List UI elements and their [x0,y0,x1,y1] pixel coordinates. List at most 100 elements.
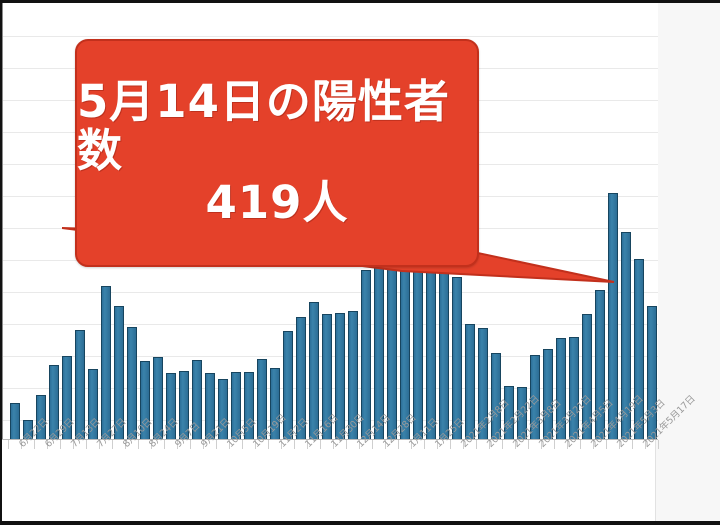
x-tick [112,440,113,449]
x-tick [86,440,87,449]
bar [179,370,189,440]
x-tick [242,440,243,449]
callout-bubble[interactable]: 5月14日の陽性者数 419人 [75,39,479,267]
x-tick [8,440,9,449]
x-tick [125,440,126,449]
bar [88,368,98,440]
x-tick [138,440,139,449]
bar [296,317,306,440]
bar [140,360,150,440]
bar [10,403,20,440]
x-tick [307,440,308,449]
x-tick [424,440,425,449]
bar [127,327,137,440]
x-tick [372,440,373,449]
bar [517,387,527,440]
x-tick [34,440,35,449]
bar [634,259,644,440]
bar [244,371,254,440]
bar [361,270,371,440]
x-tick [73,440,74,449]
x-tick [658,440,659,449]
x-axis-ticks [2,440,659,451]
x-tick [294,440,295,449]
x-tick [619,440,620,449]
bar [192,359,202,440]
x-tick [333,440,334,449]
bar [218,379,228,440]
x-tick [515,440,516,449]
x-tick [47,440,48,449]
callout-value: 419人 [205,176,349,230]
x-tick [359,440,360,449]
x-tick [164,440,165,449]
x-tick [450,440,451,449]
x-tick [177,440,178,449]
bar [166,372,176,440]
x-tick [99,440,100,449]
bar [608,193,618,440]
x-tick [255,440,256,449]
bar [23,419,33,440]
x-tick [411,440,412,449]
x-tick [489,440,490,449]
bar [595,289,605,440]
gridline [2,36,658,37]
x-tick [554,440,555,449]
x-tick [567,440,568,449]
x-tick [190,440,191,449]
bar [530,354,540,440]
bar [335,312,345,440]
bar [231,371,241,440]
bar [465,324,475,440]
bar [75,330,85,440]
bar [49,364,59,440]
x-axis-line [2,439,658,440]
callout-title: 5月14日の陽性者数 [77,75,450,177]
x-tick [632,440,633,449]
bar [348,310,358,440]
bar [205,372,215,440]
x-axis-labels: 6月22日 6月29日 7月13日 7月27日 8月10日 8月24日 9月7日 9月21日 1… [2,393,697,521]
x-tick [528,440,529,449]
bar [62,355,72,440]
bar [543,348,553,440]
bar [491,352,501,440]
x-tick [229,440,230,449]
gridline [2,292,658,293]
x-tick [606,440,607,449]
bar [569,337,579,440]
bar [114,305,124,440]
x-tick [216,440,217,449]
x-tick [151,440,152,449]
bar [101,285,111,440]
x-tick [385,440,386,449]
y-axis-line [2,3,3,440]
bar [270,367,280,440]
bar [36,395,46,440]
x-tick [541,440,542,449]
x-tick [398,440,399,449]
x-tick [21,440,22,449]
bar [582,313,592,440]
bar [556,338,566,440]
bar [257,358,267,440]
bar [478,328,488,440]
x-tick [580,440,581,449]
bar [322,313,332,440]
x-tick [645,440,646,449]
bar [283,331,293,440]
x-tick [268,440,269,449]
bar [504,386,514,440]
x-tick [463,440,464,449]
x-tick [502,440,503,449]
bar [153,356,163,440]
bar-series [2,3,658,440]
x-tick [593,440,594,449]
x-tick [476,440,477,449]
x-tick [346,440,347,449]
x-tick [320,440,321,449]
bar [309,301,319,440]
x-tick [203,440,204,449]
